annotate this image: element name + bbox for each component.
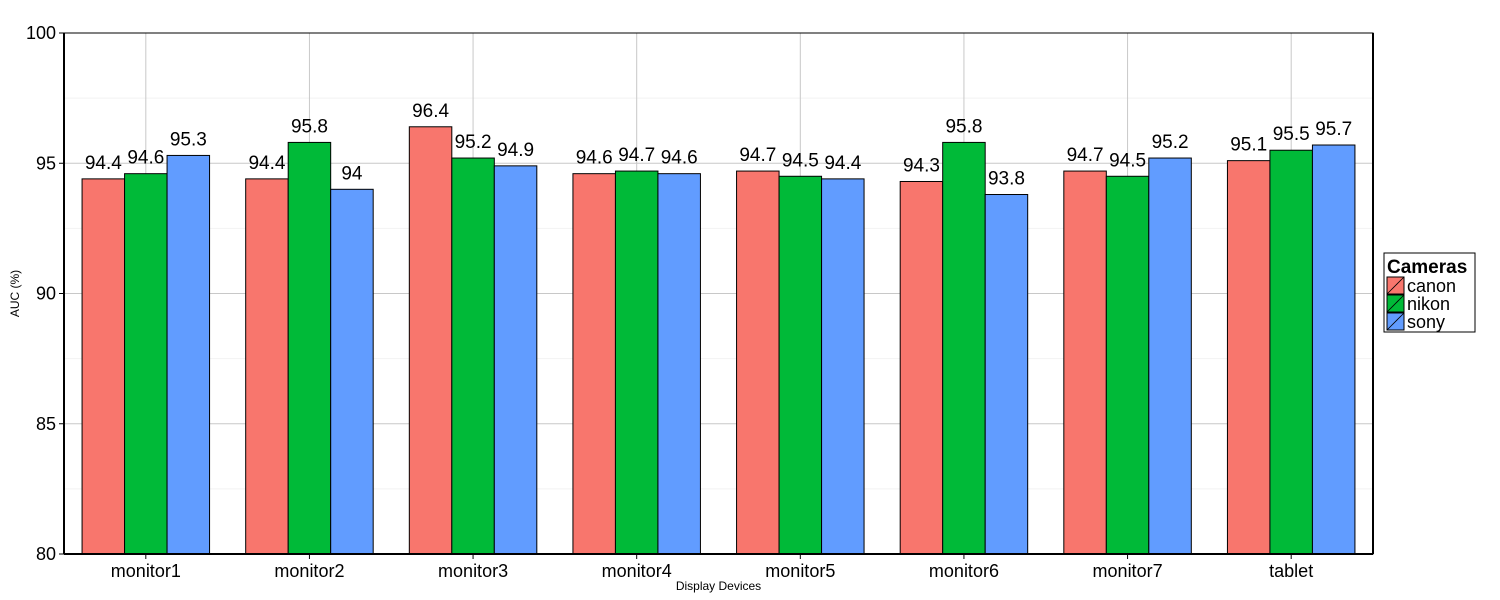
data-label-monitor6-sony: 93.8: [988, 169, 1025, 190]
y-tick-label: 100: [26, 23, 56, 43]
bar-monitor6-nikon: [942, 141, 986, 555]
bar-monitor5-sony: [821, 178, 865, 555]
data-label-monitor6-nikon: 95.8: [945, 116, 982, 137]
data-label-monitor2-canon: 94.4: [248, 153, 285, 174]
bar-monitor3-nikon: [451, 157, 495, 555]
bar-monitor2-sony: [330, 188, 374, 555]
bar-monitor5-canon: [736, 170, 780, 555]
data-label-monitor7-nikon: 94.5: [1109, 150, 1146, 171]
x-tick-label: monitor2: [274, 561, 344, 581]
data-label-tablet-nikon: 95.5: [1273, 124, 1310, 145]
data-label-monitor5-canon: 94.7: [739, 145, 776, 166]
x-tick-label: monitor7: [1093, 561, 1163, 581]
x-axis-title: Display Devices: [676, 579, 761, 593]
data-label-monitor7-canon: 94.7: [1067, 145, 1104, 166]
data-label-monitor3-nikon: 95.2: [455, 132, 492, 153]
bar-monitor1-nikon: [124, 173, 168, 555]
legend-key-slash: [1386, 276, 1405, 295]
y-tick-label: 90: [36, 284, 56, 304]
bar-monitor7-sony: [1148, 157, 1192, 555]
bar-monitor3-canon: [408, 126, 453, 555]
data-label-monitor1-nikon: 94.6: [127, 148, 164, 169]
legend-label-canon: canon: [1407, 276, 1456, 296]
legend-title: Cameras: [1387, 257, 1467, 278]
x-tick-label: monitor5: [765, 561, 835, 581]
data-label-monitor4-sony: 94.6: [661, 148, 698, 169]
x-tick-label: monitor1: [111, 561, 181, 581]
x-tick-label: monitor6: [929, 561, 999, 581]
bar-monitor4-nikon: [614, 170, 659, 555]
bar-tablet-nikon: [1269, 149, 1313, 555]
y-tick-label: 85: [36, 414, 56, 434]
legend-label-nikon: nikon: [1407, 294, 1450, 314]
bar-monitor4-sony: [657, 173, 701, 555]
axes: 80 85 90 95 100 monitor1 monitor2 monitor3 monit…: [26, 23, 1374, 581]
bar-monitor2-canon: [245, 178, 289, 555]
data-label-monitor7-sony: 95.2: [1152, 132, 1189, 153]
data-label-tablet-canon: 95.1: [1230, 135, 1267, 156]
bars: [81, 126, 1356, 555]
bar-tablet-sony: [1311, 144, 1356, 555]
data-label-monitor2-nikon: 95.8: [291, 116, 328, 137]
bar-monitor1-sony: [166, 154, 211, 555]
bar-monitor6-canon: [899, 180, 944, 555]
data-label-monitor4-nikon: 94.7: [618, 145, 655, 166]
bar-monitor4-canon: [572, 173, 616, 555]
data-label-monitor3-canon: 96.4: [412, 101, 449, 122]
legend-label-sony: sony: [1407, 312, 1445, 332]
x-tick-label: monitor4: [602, 561, 672, 581]
data-label-monitor1-sony: 95.3: [170, 129, 207, 150]
bar-monitor3-sony: [493, 165, 538, 555]
bar-tablet-canon: [1226, 160, 1271, 555]
data-label-monitor2-sony: 94: [341, 163, 363, 184]
x-tick-label: tablet: [1269, 561, 1313, 581]
bar-monitor7-nikon: [1105, 175, 1150, 555]
data-label-monitor6-canon: 94.3: [903, 155, 940, 176]
x-tick-label: monitor3: [438, 561, 508, 581]
legend-key-slash: [1386, 312, 1405, 331]
data-label-monitor3-sony: 94.9: [497, 140, 534, 161]
bar-monitor2-nikon: [287, 141, 332, 555]
data-label-monitor5-nikon: 94.5: [782, 150, 819, 171]
y-tick-label: 95: [36, 153, 56, 173]
data-label-monitor1-canon: 94.4: [85, 153, 122, 174]
bar-monitor7-canon: [1063, 170, 1107, 555]
data-label-monitor5-sony: 94.4: [824, 153, 861, 174]
legend-key-slash: [1386, 294, 1405, 313]
bar-monitor1-canon: [81, 178, 126, 555]
y-axis-title: AUC (%): [8, 270, 22, 317]
y-tick-label: 80: [36, 544, 56, 564]
data-label-tablet-sony: 95.7: [1315, 119, 1352, 140]
bar-monitor5-nikon: [778, 175, 823, 555]
data-label-monitor4-canon: 94.6: [576, 148, 613, 169]
bar-monitor6-sony: [984, 194, 1029, 555]
